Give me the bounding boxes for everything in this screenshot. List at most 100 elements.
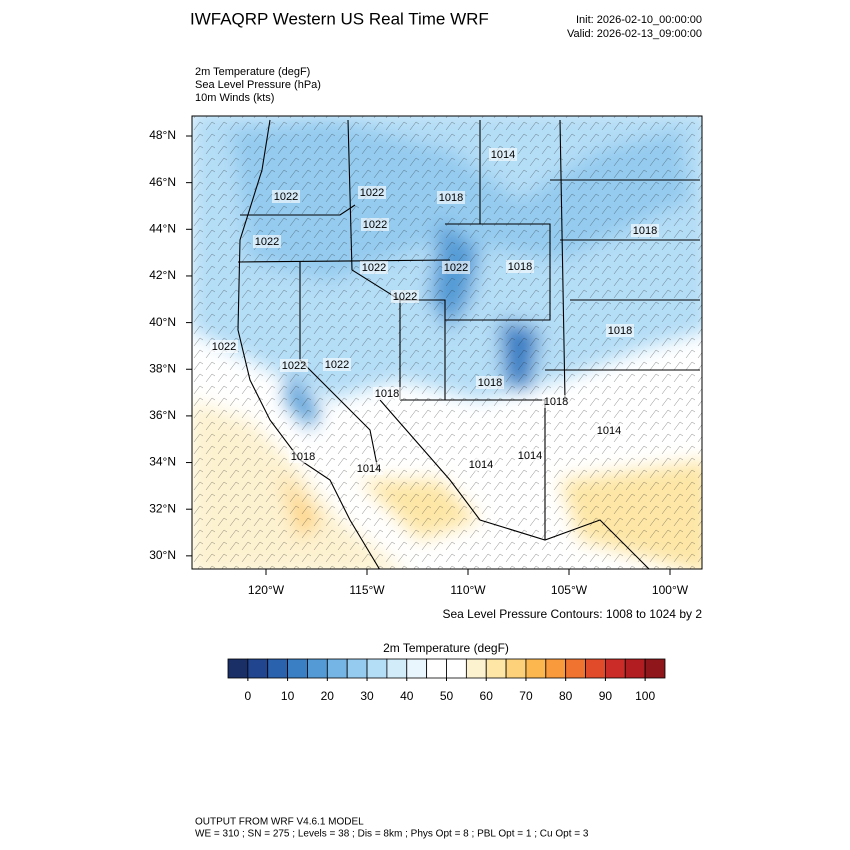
contour-label-bg: [289, 450, 317, 463]
colorbar-box: [366, 658, 388, 679]
field-label: 2m Temperature (degF): [195, 66, 310, 78]
contour-label: 1014: [469, 459, 493, 471]
contour-label-bg: [373, 387, 401, 400]
contour-label-bg: [467, 458, 495, 471]
contour-label: 1018: [439, 192, 463, 204]
contour-label: 1022: [444, 262, 468, 274]
colorbar-box: [247, 658, 269, 679]
contour-label: 1022: [393, 291, 417, 303]
lon-label: 105°W: [551, 583, 588, 597]
contour-label: 1018: [291, 451, 315, 463]
colorbar-box: [644, 658, 666, 679]
contour-label-bg: [360, 261, 388, 274]
contour-label: 1014: [518, 450, 542, 462]
contour-label-bg: [516, 449, 544, 462]
contour-label-bg: [606, 324, 634, 337]
lat-label: 38°N: [149, 361, 176, 375]
contour-label: 1022: [274, 191, 298, 203]
colorbar-tick-label: 80: [559, 689, 573, 703]
colorbar-box: [446, 658, 467, 679]
contour-label: 1014: [597, 425, 621, 437]
colorbar-box: [605, 658, 626, 679]
contour-label: 1018: [633, 225, 657, 237]
colorbar-box: [346, 658, 368, 679]
colorbar-box: [565, 658, 586, 679]
colorbar-box: [307, 658, 328, 679]
colorbar-box: [624, 658, 646, 679]
lat-label: 48°N: [149, 128, 176, 142]
contour-label: 1018: [478, 377, 502, 389]
colorbar-box: [485, 658, 507, 679]
colorbar-title: 2m Temperature (degF): [383, 641, 509, 655]
contour-label: 1022: [363, 219, 387, 231]
contour-label: 1014: [357, 463, 381, 475]
field-label: 10m Winds (kts): [195, 92, 274, 104]
contour-label-bg: [437, 191, 465, 204]
map-frame: [191, 115, 703, 570]
contour-label-bg: [361, 218, 389, 231]
contour-label: 1018: [508, 261, 532, 273]
contour-label: 1022: [282, 360, 306, 372]
colorbar-box: [585, 658, 606, 679]
contour-label-bg: [506, 260, 534, 273]
lat-label: 30°N: [149, 548, 176, 562]
contour-label-bg: [253, 235, 281, 248]
contour-label-bg: [631, 224, 659, 237]
contour-label-bg: [272, 190, 300, 203]
contour-label-bg: [210, 340, 238, 353]
colorbar-box: [505, 658, 527, 679]
colorbar-box: [287, 658, 308, 679]
valid-time: Valid: 2026-02-13_09:00:00: [567, 28, 702, 40]
footer-line: OUTPUT FROM WRF V4.6.1 MODEL: [195, 817, 364, 828]
lat-label: 44°N: [149, 221, 176, 235]
contour-label: 1022: [325, 359, 349, 371]
lon-label: 100°W: [652, 583, 689, 597]
colorbar-tick-label: 90: [599, 689, 613, 703]
lon-label: 110°W: [450, 583, 486, 597]
contour-label: 1018: [608, 325, 632, 337]
field-label: Sea Level Pressure (hPa): [195, 79, 321, 91]
lon-label: 115°W: [349, 583, 385, 597]
contour-label-bg: [355, 462, 383, 475]
contour-label: 1022: [212, 341, 236, 353]
colorbar-box: [406, 658, 428, 679]
colorbar-tick-label: 50: [440, 689, 454, 703]
map: [192, 116, 702, 569]
contour-note: Sea Level Pressure Contours: 1008 to 102…: [443, 607, 703, 621]
colorbar-tick-label: 100: [635, 689, 655, 703]
contour-label-bg: [280, 359, 308, 372]
contour-label: 1018: [544, 396, 568, 408]
lat-label: 34°N: [149, 455, 176, 469]
colorbar-tick-label: 60: [480, 689, 494, 703]
lat-label: 42°N: [149, 268, 176, 282]
colorbar-tick-label: 70: [519, 689, 533, 703]
contour-label: 1022: [362, 262, 386, 274]
lat-label: 46°N: [149, 175, 176, 189]
footer-line: WE = 310 ; SN = 275 ; Levels = 38 ; Dis …: [195, 829, 589, 840]
contour-label-bg: [476, 376, 504, 389]
contour-label-bg: [391, 290, 419, 303]
colorbar-tick-label: 30: [360, 689, 374, 703]
init-time: Init: 2026-02-10_00:00:00: [576, 14, 702, 26]
colorbar-box: [267, 658, 288, 679]
colorbar-box: [426, 658, 447, 679]
lat-label: 40°N: [149, 315, 176, 329]
contour-label-bg: [542, 395, 570, 408]
colorbar-box: [326, 658, 348, 679]
colorbar-tick-label: 0: [245, 689, 252, 703]
lon-label: 120°W: [248, 583, 285, 597]
colorbar-box: [386, 658, 408, 679]
lat-label: 32°N: [149, 501, 176, 515]
colorbar-box: [227, 658, 249, 679]
colorbar-tick-label: 40: [400, 689, 414, 703]
title: IWFAQRP Western US Real Time WRF: [190, 9, 489, 28]
contour-label: 1018: [375, 388, 399, 400]
colorbar-tick-label: 20: [321, 689, 335, 703]
contour-label-bg: [442, 261, 470, 274]
colorbar-box: [465, 658, 487, 679]
contour-label-bg: [595, 424, 623, 437]
contour-label-bg: [358, 186, 386, 199]
contour-label: 1014: [491, 149, 515, 161]
colorbar-tick-label: 10: [281, 689, 295, 703]
